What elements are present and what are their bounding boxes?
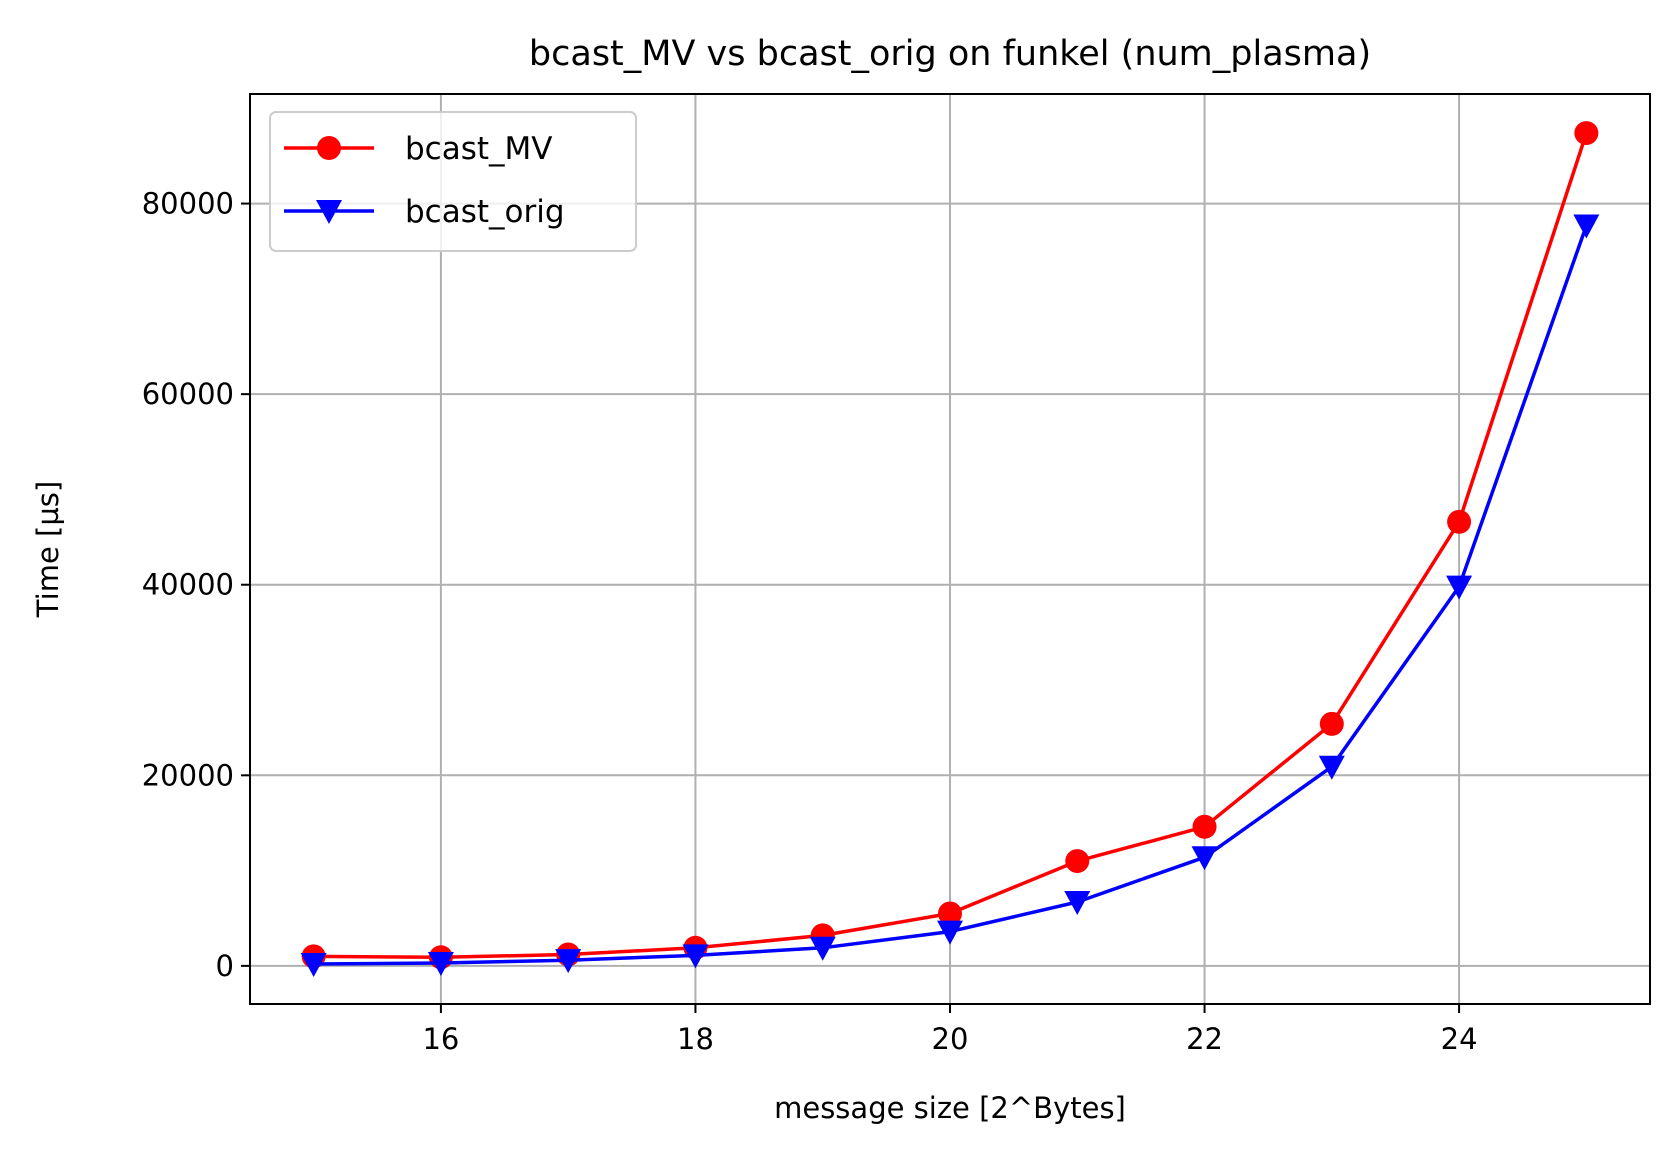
data-point	[1191, 846, 1218, 871]
data-point	[682, 944, 709, 969]
y-tick-label: 20000	[142, 758, 234, 792]
data-point	[1319, 711, 1344, 736]
y-tick-label: 0	[216, 949, 234, 983]
x-tick-label: 22	[1186, 1022, 1223, 1056]
legend-label: bcast_MV	[405, 131, 552, 167]
plot-area	[300, 121, 1600, 977]
data-point	[1192, 814, 1217, 839]
y-axis: 0 20000 40000 60000 80000	[142, 187, 250, 983]
data-point	[1318, 755, 1345, 780]
data-point	[1574, 121, 1599, 146]
x-axis: 16 18 20 22 24	[422, 1004, 1478, 1056]
data-point	[1065, 849, 1090, 874]
data-point	[938, 901, 962, 926]
data-point	[1064, 891, 1091, 916]
data-point	[427, 952, 454, 977]
data-point	[937, 920, 963, 945]
data-point	[1447, 509, 1472, 534]
x-tick-label: 20	[932, 1022, 969, 1056]
y-tick-label: 40000	[142, 568, 234, 602]
legend-item: bcast_MV	[284, 131, 552, 167]
x-tick-label: 18	[677, 1022, 714, 1056]
legend-marker	[316, 200, 342, 224]
x-tick-label: 16	[422, 1022, 459, 1056]
legend-marker	[317, 136, 341, 160]
data-point	[300, 952, 327, 977]
y-tick-label: 60000	[142, 377, 234, 411]
x-tick-label: 24	[1441, 1022, 1478, 1056]
chart-title: bcast_MV vs bcast_orig on funkel (num_pl…	[529, 34, 1371, 74]
legend: bcast_MV bcast_orig	[269, 111, 637, 252]
legend-item: bcast_orig	[284, 194, 565, 230]
series-bcast_orig	[300, 214, 1600, 977]
data-point	[1573, 214, 1600, 239]
data-point	[555, 949, 582, 974]
data-point	[809, 936, 836, 961]
data-point	[1446, 575, 1473, 600]
y-axis-label: Time [µs]	[31, 481, 65, 618]
legend-label: bcast_orig	[405, 194, 565, 230]
grid	[250, 94, 1650, 1004]
y-tick-label: 80000	[142, 187, 234, 221]
x-axis-label: message size [2^Bytes]	[774, 1091, 1126, 1125]
